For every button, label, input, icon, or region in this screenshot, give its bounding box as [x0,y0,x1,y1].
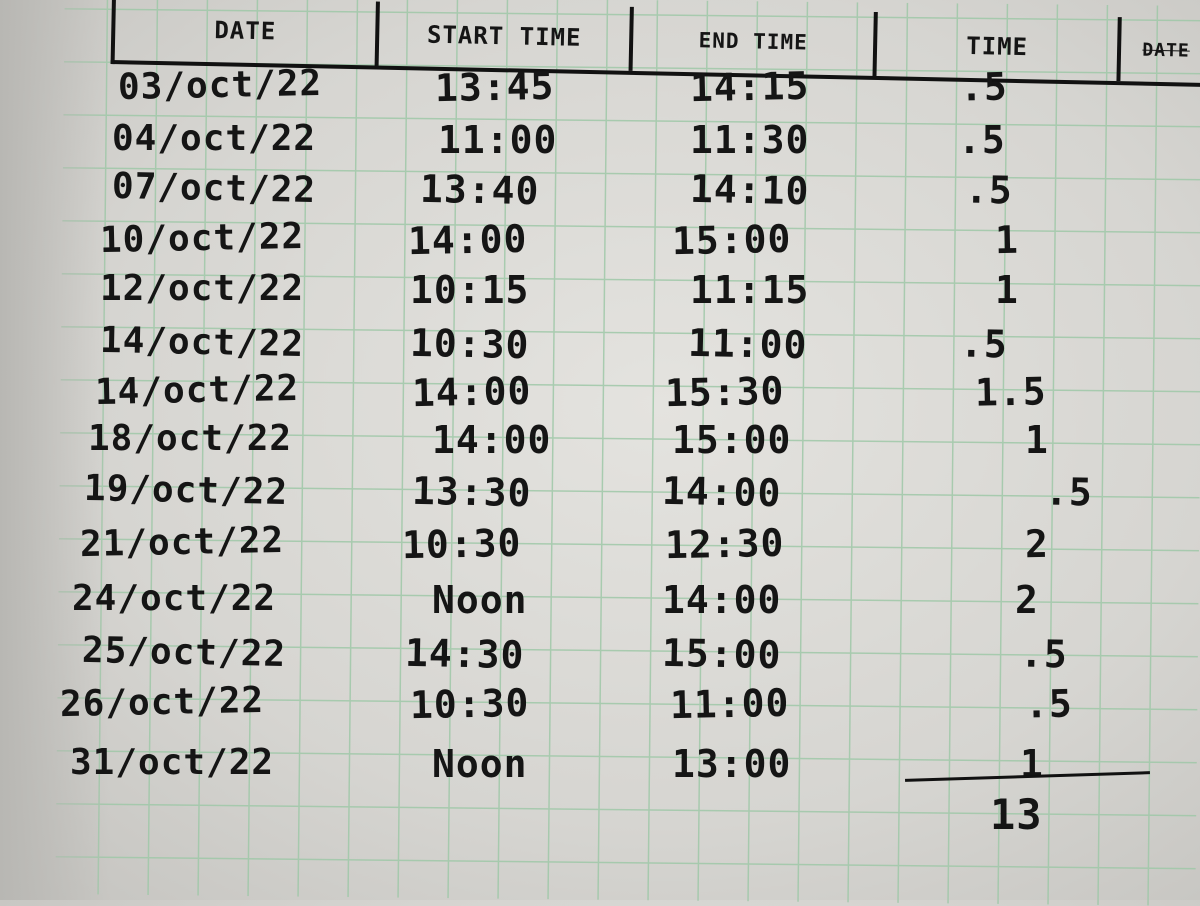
row-date: 31/oct/22 [70,742,275,783]
row-end-time: 15:00 [672,418,792,462]
row-hours: .5 [1044,469,1094,515]
row-end-time: 15:30 [664,368,785,416]
row-start-time: 14:30 [404,630,525,678]
row-hours: .5 [1024,681,1074,727]
row-hours: .5 [1019,631,1069,677]
row-start-time: Noon [432,578,528,622]
row-start-time: 10:30 [409,680,530,728]
row-start-time: 13:30 [411,468,532,516]
row-start-time: 14:00 [432,418,552,462]
row-date: 03/oct/22 [117,62,323,109]
header-start-time: START TIME [378,1,634,71]
row-start-time: 10:30 [409,320,530,368]
header-date-crossed: DATE [1142,39,1190,62]
row-end-time: 14:10 [689,166,810,214]
row-end-time: 11:30 [690,118,810,162]
paper-edge-shadow [0,0,110,900]
row-start-time: 14:00 [407,216,528,264]
row-hours: 1 [1025,418,1049,462]
row-date: 10/oct/22 [99,215,305,262]
row-start-time: 13:40 [419,166,540,214]
row-end-time: 14:00 [661,468,782,516]
row-end-time: 15:00 [661,630,782,678]
row-end-time: 11:00 [669,680,790,728]
row-hours: 1 [1020,742,1044,786]
row-start-time: Noon [432,742,528,786]
row-hours: 2 [1015,578,1039,622]
row-end-time: 15:00 [671,216,792,264]
row-date: 26/oct/22 [59,679,265,726]
row-date: 19/oct/22 [83,467,289,514]
row-start-time: 10:30 [401,520,522,568]
row-start-time: 10:15 [410,268,530,312]
row-start-time: 13:45 [434,63,555,111]
row-start-time: 14:00 [411,368,532,416]
row-end-time: 11:00 [687,320,808,368]
row-hours: 1 [995,268,1019,312]
row-date: 14/oct/22 [94,367,300,414]
row-hours: 1.5 [974,369,1048,415]
header-date: DATE [114,0,380,66]
row-date: 21/oct/22 [79,519,285,566]
row-end-time: 12:30 [664,520,785,568]
total-hours: 13 [990,790,1043,839]
row-date: 04/oct/22 [112,118,317,159]
row-date: 07/oct/22 [111,165,317,212]
row-date: 18/oct/22 [88,418,293,459]
row-start-time: 11:00 [438,118,558,162]
row-date: 25/oct/22 [81,629,287,676]
row-hours: 2 [1024,521,1050,567]
row-end-time: 11:15 [690,268,810,312]
row-hours: .5 [959,321,1009,367]
row-hours: .5 [959,64,1009,110]
row-hours: .5 [964,167,1014,213]
row-hours: .5 [958,118,1006,162]
row-date: 24/oct/22 [72,578,277,619]
row-end-time: 14:15 [689,63,810,111]
row-end-time: 14:00 [662,578,782,622]
row-hours: 1 [994,217,1020,263]
row-date: 12/oct/22 [100,268,305,309]
row-date: 14/oct/22 [99,319,305,366]
row-end-time: 13:00 [672,742,792,786]
